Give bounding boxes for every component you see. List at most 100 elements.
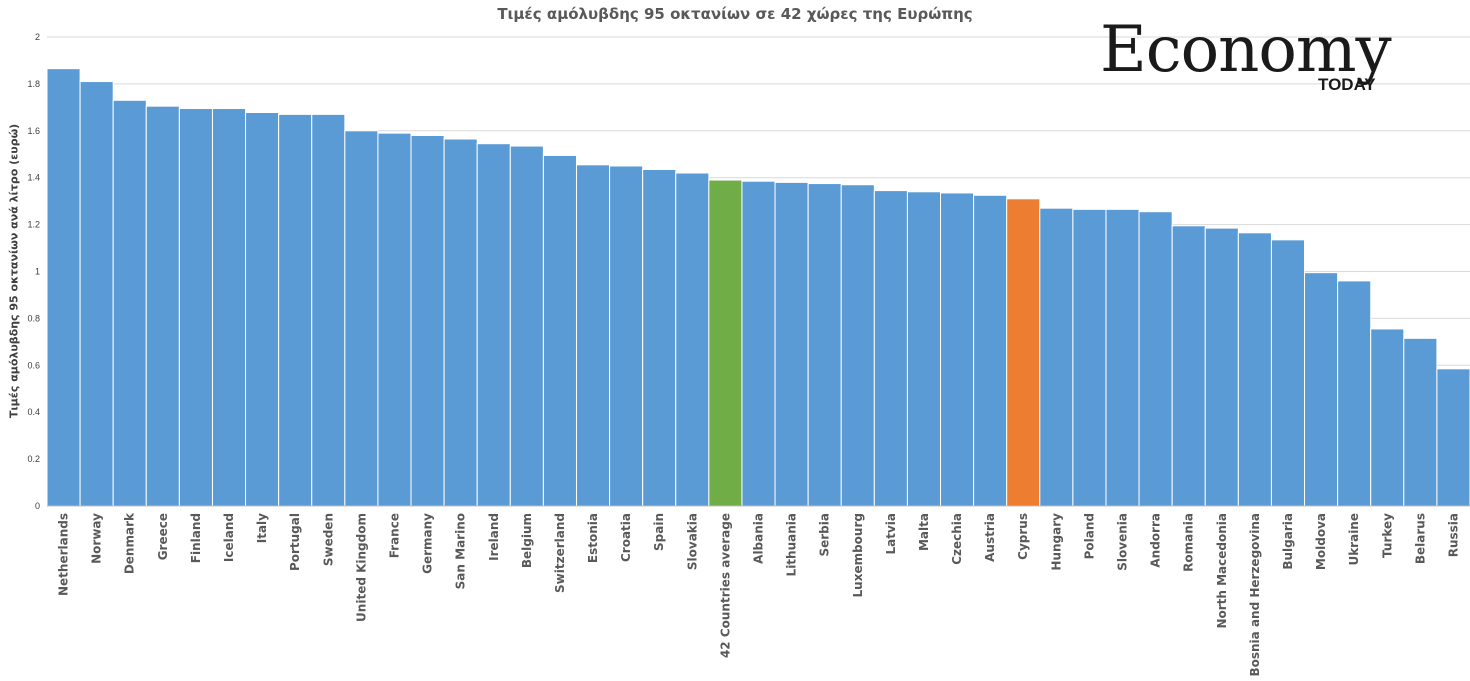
bar <box>211 108 247 507</box>
x-tick-label: Finland <box>189 513 203 563</box>
bar <box>1270 239 1306 507</box>
x-tick-label: Latvia <box>884 513 898 555</box>
x-tick-label: Denmark <box>123 512 137 574</box>
bar <box>344 130 379 507</box>
x-tick-label: Slovenia <box>1116 513 1130 571</box>
economy-today-logo: Economy TODAY <box>1100 12 1440 102</box>
bar <box>1337 280 1372 507</box>
y-tick-label: 1.4 <box>27 173 40 183</box>
y-tick-label: 0.8 <box>27 313 40 323</box>
x-tick-label: Bosnia and Herzegovina <box>1248 513 1262 677</box>
x-tick-label: Hungary <box>1049 513 1063 571</box>
x-tick-label: Andorra <box>1149 513 1163 568</box>
bar <box>377 132 412 507</box>
bar <box>774 181 809 507</box>
x-tick-label: Turkey <box>1380 513 1394 558</box>
x-tick-label: Estonia <box>586 513 600 563</box>
bar <box>1138 211 1173 507</box>
bar <box>906 191 942 507</box>
bar <box>575 164 611 507</box>
x-tick-label: Malta <box>917 513 931 551</box>
bar <box>642 168 677 507</box>
y-tick-label: 0.6 <box>27 360 40 370</box>
y-tick-label: 0 <box>35 501 40 511</box>
x-tick-label: Czechia <box>950 513 964 565</box>
bar <box>1171 225 1206 507</box>
x-tick-label: Ireland <box>487 513 501 561</box>
bar <box>1204 227 1239 507</box>
bar <box>1039 207 1074 507</box>
x-tick-label: Belarus <box>1413 513 1427 564</box>
bar <box>708 179 743 507</box>
bar <box>410 134 445 507</box>
logo-subtext: TODAY <box>1318 75 1376 94</box>
x-tick-label: Austria <box>983 513 997 562</box>
bar <box>675 172 710 507</box>
bar <box>178 108 213 507</box>
bar <box>609 165 644 507</box>
bar <box>1237 232 1272 507</box>
bar <box>1105 208 1140 507</box>
bar <box>1370 328 1405 507</box>
bar <box>278 113 313 507</box>
x-tick-label: Poland <box>1082 513 1096 559</box>
y-tick-label: 2 <box>35 32 40 42</box>
bar <box>840 184 875 507</box>
x-tick-label: Albania <box>752 513 766 564</box>
bar <box>1072 208 1107 507</box>
x-tick-label: Russia <box>1446 513 1460 557</box>
bar <box>741 180 776 507</box>
y-tick-label: 1.6 <box>27 126 40 136</box>
logo-wordmark: Economy <box>1100 13 1392 87</box>
x-tick-label: Greece <box>156 513 170 560</box>
y-axis-label: Τιμές αμόλυβδης 95 οκτανίων ανά λίτρο (ε… <box>7 123 21 419</box>
x-tick-label: Netherlands <box>57 513 71 596</box>
bar <box>476 143 511 507</box>
bar <box>509 145 544 507</box>
bar <box>1006 198 1041 507</box>
x-tick-label: Iceland <box>222 513 236 562</box>
bar <box>873 190 908 507</box>
chart-title: Τιμές αμόλυβδης 95 οκτανίων σε 42 χώρες … <box>497 5 973 23</box>
x-tick-label: Slovakia <box>685 513 699 570</box>
x-tick-label: Cyprus <box>1016 513 1030 560</box>
x-tick-label: Spain <box>652 513 666 551</box>
x-tick-label: North Macedonia <box>1215 513 1229 629</box>
x-tick-label: Italy <box>255 513 269 543</box>
x-tick-label: Switzerland <box>553 513 567 593</box>
y-tick-label: 1 <box>35 267 40 277</box>
x-tick-label: Germany <box>421 513 435 574</box>
x-tick-label: 42 Countries average <box>718 513 732 658</box>
bar <box>1403 337 1438 507</box>
x-tick-label: Norway <box>90 513 104 564</box>
x-tick-label: Lithuania <box>785 513 799 576</box>
x-tick-label: Belgium <box>520 513 534 568</box>
x-tick-label: San Marino <box>454 513 468 589</box>
x-tick-label: Ukraine <box>1347 513 1361 566</box>
x-tick-label: Moldova <box>1314 513 1328 570</box>
y-tick-label: 0.4 <box>27 407 40 417</box>
x-tick-label: Serbia <box>818 513 832 557</box>
bar <box>443 138 478 507</box>
bar <box>1304 272 1339 507</box>
bar <box>112 99 147 507</box>
x-tick-label: France <box>387 513 401 558</box>
bar <box>245 112 280 507</box>
x-tick-label: United Kingdom <box>354 513 368 622</box>
bar <box>542 154 577 507</box>
x-tick-label: Portugal <box>288 513 302 571</box>
bar <box>1436 368 1470 507</box>
bar <box>145 105 180 507</box>
y-tick-label: 1.8 <box>27 79 40 89</box>
x-tick-label: Croatia <box>619 513 633 562</box>
y-tick-label: 1.2 <box>27 220 40 230</box>
bar <box>79 81 114 507</box>
x-tick-label: Sweden <box>321 513 335 566</box>
x-tick-label: Bulgaria <box>1281 513 1295 570</box>
y-tick-label: 0.2 <box>27 454 40 464</box>
bar <box>940 192 975 507</box>
bar <box>973 194 1008 507</box>
x-tick-label: Romania <box>1182 513 1196 572</box>
bar <box>46 68 81 507</box>
